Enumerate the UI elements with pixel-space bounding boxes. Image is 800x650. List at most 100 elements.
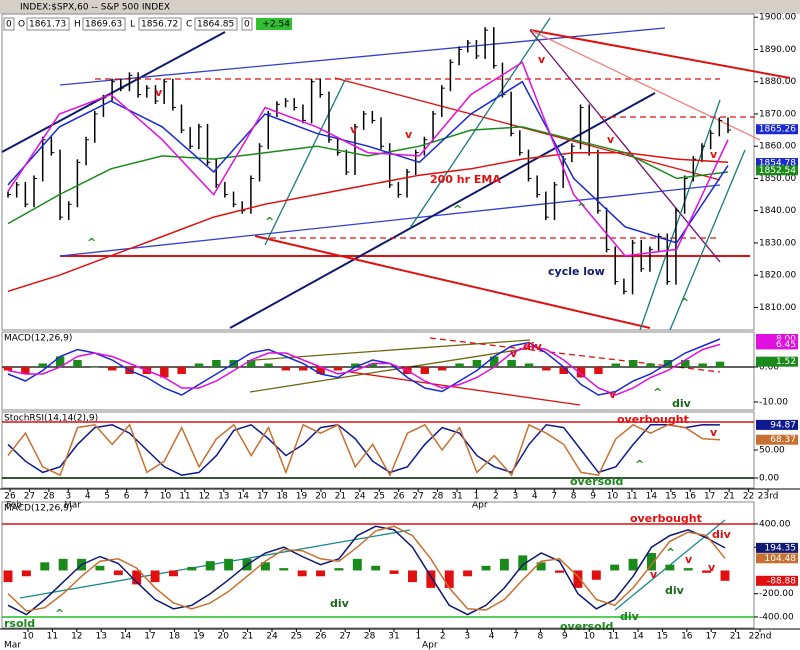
field-box — [3, 17, 15, 31]
histogram-bar — [333, 366, 343, 371]
histogram-bar — [279, 568, 289, 571]
x-tick-label: 3 — [512, 492, 518, 502]
value-marker — [756, 419, 798, 430]
y-tick-label: 50.00 — [759, 446, 785, 456]
annotation: v — [510, 347, 518, 360]
y-tick-label: 1850.00 — [759, 174, 796, 184]
annotation: v — [710, 148, 718, 161]
histogram-bar — [177, 366, 186, 374]
value-marker — [756, 542, 798, 553]
annotation: v — [609, 388, 617, 401]
trendline — [639, 99, 721, 331]
histogram-bar — [90, 366, 100, 368]
month-label: Feb — [6, 501, 22, 511]
x-tick-label: 7 — [513, 632, 519, 642]
histogram-bar — [646, 363, 655, 367]
histogram-bar — [334, 568, 344, 571]
histogram-bar — [389, 570, 399, 574]
histogram-bar — [371, 565, 381, 571]
y-tick-label: -200.00 — [759, 589, 794, 599]
x-tick-label: 21 — [723, 492, 734, 502]
x-tick-label: 13 — [218, 492, 229, 502]
y-tick-label: -400.00 — [759, 612, 794, 622]
histogram-bar — [21, 366, 30, 374]
histogram-bar — [426, 570, 436, 588]
value-marker — [756, 158, 798, 169]
annotation: 200 hr EMA — [430, 173, 501, 186]
x-tick-label: 14 — [632, 632, 644, 642]
series-line — [7, 423, 721, 476]
field-value: 1864.85 — [197, 20, 234, 30]
value-marker-label: 1854.78 — [759, 159, 796, 169]
field-box — [26, 17, 70, 31]
x-tick-label: 14 — [238, 492, 250, 502]
value-marker-label: 194.35 — [765, 543, 797, 553]
x-tick-label: 3 — [464, 632, 470, 642]
series-line — [7, 525, 726, 612]
x-tick-label: 28 — [364, 632, 376, 642]
x-tick-label: 7 — [551, 492, 557, 502]
x-tick-label: 16 — [681, 632, 693, 642]
x-tick-label: 19 — [193, 632, 205, 642]
histogram-bar — [205, 561, 215, 571]
panel-frame — [1, 331, 755, 411]
x-tick-label: 16 — [685, 492, 697, 502]
annotation: v — [708, 561, 716, 574]
x-tick-label: 19 — [296, 492, 308, 502]
y-tick-label: 1840.00 — [759, 206, 796, 216]
histogram-bar — [187, 566, 197, 571]
x-tick-label: 27 — [412, 492, 423, 502]
x-tick-label: 25 — [374, 492, 385, 502]
x-tick-label: 11 — [179, 492, 190, 502]
annotation: cycle low — [548, 265, 605, 278]
x-tick-label: 24 — [266, 632, 278, 642]
change-value: +2.54 — [262, 20, 290, 30]
histogram-bar — [524, 363, 534, 367]
panel-title: StochRSI(14,14(2),9) — [4, 414, 98, 424]
x-tick-label: 2 — [493, 492, 499, 502]
y-tick-label: 1900.00 — [759, 13, 796, 23]
y-tick-label: 0.00 — [759, 362, 779, 372]
trendline — [19, 529, 411, 599]
field-box — [82, 17, 126, 31]
volume-field: 0 — [6, 20, 12, 30]
y-tick-label: 1820.00 — [759, 271, 796, 281]
histogram-bar — [352, 558, 362, 571]
series-line — [7, 525, 726, 616]
field-value: 1869.63 — [85, 20, 122, 30]
histogram-bar — [573, 570, 583, 588]
x-tick-label: 2 — [440, 632, 446, 642]
x-tick-label: 17 — [257, 492, 268, 502]
x-tick-label: 26 — [4, 492, 16, 502]
trendline — [59, 27, 666, 86]
x-tick-label: 6 — [124, 492, 130, 502]
annotation: v — [650, 568, 658, 581]
histogram-bar — [260, 562, 270, 571]
histogram-bar — [224, 558, 234, 571]
histogram-bar — [297, 570, 307, 577]
month-label: Apr — [422, 641, 438, 650]
histogram-bar — [611, 363, 621, 367]
histogram-bar — [518, 555, 528, 571]
annotation: oversold — [560, 620, 613, 633]
x-tick-label: 24 — [354, 492, 366, 502]
histogram-bar — [591, 570, 601, 580]
field-value: 1856.72 — [141, 20, 178, 30]
annotation: ^ — [55, 607, 64, 620]
panel-frame — [1, 501, 755, 629]
x-tick-label: 11 — [626, 492, 637, 502]
annotation: ^ — [265, 215, 274, 228]
histogram-bar — [160, 366, 169, 378]
panel-title: MACD(12,26,9) — [4, 334, 72, 344]
histogram-bar — [665, 564, 675, 571]
x-tick-label: 11 — [47, 632, 58, 642]
trendline — [254, 235, 651, 329]
field-label: H — [74, 20, 81, 30]
histogram-bar — [132, 570, 142, 585]
x-tick-label: 15 — [665, 492, 676, 502]
month-label: Apr — [472, 501, 488, 511]
histogram-bar — [463, 570, 473, 577]
histogram-bar — [702, 570, 712, 573]
annotation: div — [665, 584, 685, 597]
